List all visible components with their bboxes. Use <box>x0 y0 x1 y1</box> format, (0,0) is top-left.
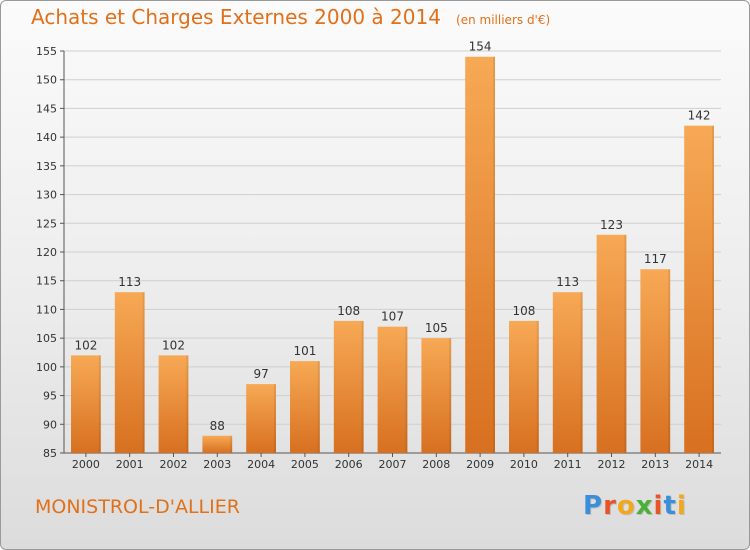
data-labels: 102 113 102 88 97 101 108 107 105 154 108 113 123 117… <box>74 40 710 433</box>
logo-letter: P <box>583 491 604 521</box>
data-label: 105 <box>425 321 448 335</box>
bar-edge <box>624 234 627 453</box>
bar <box>596 234 627 453</box>
logo-letter: i <box>676 491 687 521</box>
y-tick-label: 110 <box>36 303 57 316</box>
chart-unit: (en milliers d'€) <box>456 13 551 27</box>
x-tick-label: 2013 <box>641 458 669 471</box>
bar <box>71 355 101 453</box>
y-tick-label: 155 <box>36 45 57 58</box>
y-tick-label: 140 <box>36 131 57 144</box>
bar-edge <box>580 292 583 453</box>
x-tick-label: 2003 <box>203 458 231 471</box>
x-tick-label: 2000 <box>72 458 100 471</box>
bar <box>202 435 233 453</box>
data-label: 108 <box>337 304 360 318</box>
bar-edge <box>405 326 408 453</box>
bar <box>114 292 145 453</box>
data-label: 142 <box>688 109 711 123</box>
logo-letter: r <box>603 491 617 521</box>
bar-edge <box>536 320 539 453</box>
y-tick-label: 105 <box>36 332 57 345</box>
y-tick-label: 125 <box>36 217 57 230</box>
x-tick-label: 2008 <box>422 458 450 471</box>
data-label: 117 <box>644 252 667 266</box>
x-tick-label: 2005 <box>291 458 319 471</box>
chart-title-block: Achats et Charges Externes 2000 à 2014 (… <box>31 5 550 29</box>
data-label: 88 <box>210 419 225 433</box>
data-label: 101 <box>293 344 316 358</box>
x-tick-label: 2006 <box>335 458 363 471</box>
bar-edge <box>142 292 145 453</box>
bar-edge <box>492 56 495 453</box>
x-tick-label: 2011 <box>554 458 582 471</box>
bar-edge <box>449 338 452 453</box>
data-label: 97 <box>253 367 268 381</box>
data-label: 102 <box>74 338 97 352</box>
data-label: 113 <box>556 275 579 289</box>
bar-edge <box>98 355 101 453</box>
x-tick-label: 2001 <box>116 458 144 471</box>
y-tick-label: 150 <box>36 74 57 87</box>
bar <box>640 269 671 453</box>
bar <box>421 338 452 453</box>
bar <box>552 292 583 453</box>
logo-letter: o <box>616 491 636 521</box>
bar-edge <box>361 320 364 453</box>
y-tick-label: 85 <box>43 447 57 460</box>
bar-edge <box>317 361 320 453</box>
x-tick-label: 2002 <box>160 458 188 471</box>
bar <box>377 326 408 453</box>
bar <box>158 355 189 453</box>
logo-letter: i <box>653 491 664 521</box>
bar-edge <box>186 355 189 453</box>
bar <box>465 56 495 453</box>
y-tick-label: 120 <box>36 246 57 259</box>
y-tick-label: 145 <box>36 102 57 115</box>
city-name: MONISTROL-D'ALLIER <box>35 496 240 518</box>
bar-edge <box>711 125 714 454</box>
data-label: 154 <box>469 40 492 54</box>
bar-edge <box>273 384 276 453</box>
bar <box>290 361 320 453</box>
y-tick-label: 90 <box>43 418 57 431</box>
chart-title: Achats et Charges Externes 2000 à 2014 <box>31 5 441 29</box>
bar <box>333 320 364 453</box>
data-label: 113 <box>118 275 141 289</box>
logo-letter: t <box>663 491 677 521</box>
bar-edge <box>230 435 233 453</box>
x-tick-label: 2010 <box>510 458 538 471</box>
data-label: 102 <box>162 338 185 352</box>
y-tick-label: 130 <box>36 189 57 202</box>
x-tick-label: 2004 <box>247 458 275 471</box>
bar <box>684 125 714 454</box>
y-tick-label: 115 <box>36 275 57 288</box>
bar-edge <box>668 269 671 453</box>
logo-letter: x <box>635 491 654 521</box>
x-tick-label: 2014 <box>685 458 713 471</box>
bar <box>246 384 276 453</box>
axes: 85 90 95 100 105 110 115 120 125 130 135 140 145 150 1… <box>36 45 721 471</box>
x-tick-label: 2009 <box>466 458 494 471</box>
x-tick-label: 2007 <box>379 458 407 471</box>
bar <box>509 320 539 453</box>
y-tick-label: 135 <box>36 160 57 173</box>
data-label: 123 <box>600 218 623 232</box>
y-tick-label: 100 <box>36 361 57 374</box>
y-tick-label: 95 <box>43 390 57 403</box>
data-label: 108 <box>512 304 535 318</box>
bars <box>71 56 714 454</box>
data-label: 107 <box>381 310 404 324</box>
x-tick-label: 2012 <box>598 458 626 471</box>
proxiti-logo[interactable]: Proxiti <box>583 491 687 521</box>
